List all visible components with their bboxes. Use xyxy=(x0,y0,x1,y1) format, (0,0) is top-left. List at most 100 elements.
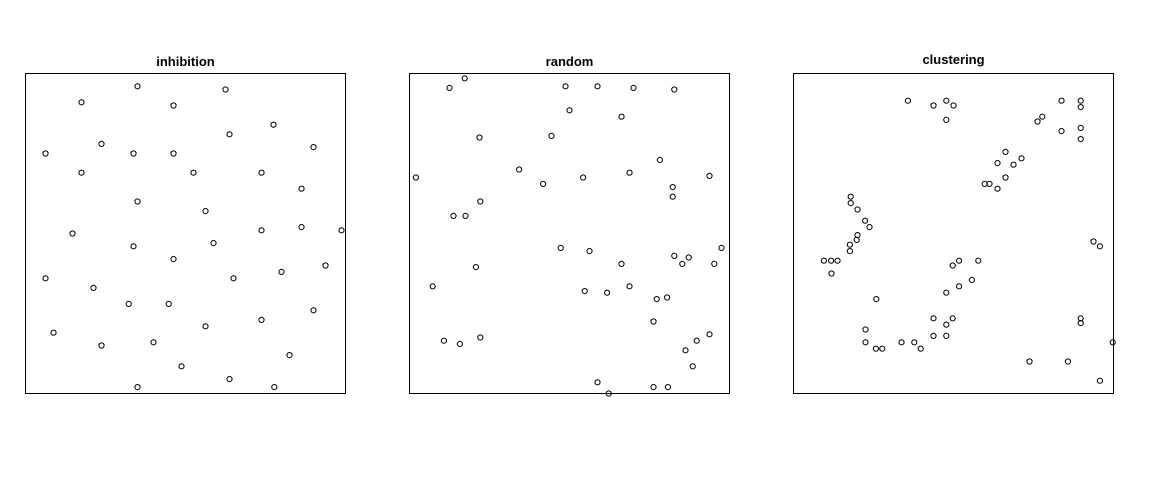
panel-inhibition: inhibition xyxy=(25,54,346,394)
data-point-inhibition-6 xyxy=(98,140,105,147)
data-point-clustering-27 xyxy=(853,236,860,243)
data-point-random-32 xyxy=(581,288,588,295)
data-point-clustering-6 xyxy=(1077,97,1084,104)
data-point-random-10 xyxy=(656,156,664,163)
data-point-inhibition-37 xyxy=(286,352,293,359)
data-point-inhibition-38 xyxy=(178,363,185,370)
data-point-random-2 xyxy=(562,83,569,90)
panel-random: random xyxy=(409,54,730,397)
data-point-random-25 xyxy=(618,260,625,267)
data-point-clustering-40 xyxy=(956,283,963,290)
data-point-clustering-36 xyxy=(956,257,963,264)
data-point-clustering-42 xyxy=(873,296,880,303)
data-point-clustering-17 xyxy=(1002,174,1009,181)
data-point-inhibition-15 xyxy=(134,198,141,205)
data-point-inhibition-24 xyxy=(322,262,329,269)
data-point-clustering-34 xyxy=(1090,238,1097,245)
data-point-random-17 xyxy=(669,184,676,191)
data-point-random-40 xyxy=(440,337,447,344)
plot-frame-clustering xyxy=(793,73,1114,394)
data-point-random-42 xyxy=(693,337,700,344)
points-inhibition xyxy=(42,83,345,391)
data-point-inhibition-23 xyxy=(170,256,177,263)
data-point-random-35 xyxy=(653,296,660,303)
data-point-clustering-41 xyxy=(943,289,950,296)
data-point-clustering-10 xyxy=(1077,124,1084,132)
data-point-clustering-32 xyxy=(828,257,835,264)
data-point-clustering-20 xyxy=(994,185,1001,192)
data-point-inhibition-11 xyxy=(258,169,265,176)
data-point-random-41 xyxy=(456,340,463,347)
data-point-clustering-35 xyxy=(1096,243,1104,250)
data-point-inhibition-8 xyxy=(42,150,49,157)
data-point-clustering-29 xyxy=(846,248,854,255)
data-point-inhibition-26 xyxy=(90,284,97,291)
data-point-inhibition-31 xyxy=(310,307,317,314)
data-point-random-21 xyxy=(462,212,469,219)
data-point-clustering-16 xyxy=(1010,161,1017,168)
data-point-inhibition-41 xyxy=(271,384,278,391)
data-point-clustering-54 xyxy=(917,345,924,352)
data-point-clustering-2 xyxy=(930,102,937,109)
panel-title-random: random xyxy=(546,54,594,69)
data-point-inhibition-36 xyxy=(98,342,105,349)
panel-title-inhibition: inhibition xyxy=(156,54,215,69)
data-point-clustering-56 xyxy=(1077,320,1084,327)
data-point-clustering-1 xyxy=(943,97,950,104)
data-point-inhibition-13 xyxy=(190,169,197,176)
data-point-clustering-59 xyxy=(1064,358,1072,365)
data-point-inhibition-10 xyxy=(170,150,177,157)
data-point-inhibition-3 xyxy=(170,102,177,109)
data-point-random-3 xyxy=(594,83,601,90)
data-point-clustering-0 xyxy=(904,97,912,104)
data-point-random-20 xyxy=(450,212,457,219)
data-point-random-5 xyxy=(671,86,678,93)
data-point-clustering-44 xyxy=(949,315,956,322)
data-point-random-37 xyxy=(650,318,657,325)
data-point-random-1 xyxy=(446,84,453,92)
data-point-clustering-49 xyxy=(862,339,869,346)
data-point-clustering-57 xyxy=(1109,339,1116,346)
data-point-clustering-60 xyxy=(1096,377,1104,384)
data-point-clustering-33 xyxy=(828,270,835,277)
data-point-clustering-11 xyxy=(1058,128,1065,135)
data-point-inhibition-1 xyxy=(222,86,229,93)
data-point-random-33 xyxy=(604,289,611,296)
data-point-clustering-23 xyxy=(854,206,861,213)
data-point-inhibition-17 xyxy=(298,224,305,231)
data-point-inhibition-40 xyxy=(134,384,141,391)
plot-frame-random xyxy=(409,73,730,394)
data-point-inhibition-34 xyxy=(50,329,57,336)
data-point-random-34 xyxy=(626,283,633,290)
data-point-random-38 xyxy=(706,331,713,338)
panel-clustering: clustering xyxy=(793,52,1116,394)
data-point-clustering-24 xyxy=(862,217,869,224)
data-point-inhibition-35 xyxy=(150,339,157,346)
data-point-random-23 xyxy=(586,248,593,255)
data-point-clustering-50 xyxy=(898,339,905,346)
data-point-random-44 xyxy=(689,363,696,370)
data-point-random-24 xyxy=(718,244,725,251)
data-point-random-11 xyxy=(516,166,523,173)
data-point-clustering-13 xyxy=(1002,148,1009,155)
data-point-random-29 xyxy=(711,260,718,267)
data-point-clustering-8 xyxy=(1039,113,1046,120)
data-point-inhibition-16 xyxy=(202,208,209,215)
data-point-inhibition-22 xyxy=(338,227,345,234)
data-point-inhibition-2 xyxy=(78,99,85,106)
data-point-random-48 xyxy=(664,384,672,391)
data-point-random-19 xyxy=(477,198,484,205)
data-point-inhibition-32 xyxy=(258,316,265,323)
data-point-clustering-25 xyxy=(866,224,873,231)
data-point-inhibition-14 xyxy=(298,185,305,192)
data-point-random-13 xyxy=(706,172,713,179)
data-point-inhibition-5 xyxy=(226,131,233,138)
data-point-clustering-45 xyxy=(943,321,950,328)
data-point-clustering-28 xyxy=(846,241,854,248)
data-point-inhibition-12 xyxy=(78,169,85,176)
data-point-inhibition-29 xyxy=(125,300,132,307)
data-point-inhibition-7 xyxy=(310,144,317,151)
data-point-clustering-46 xyxy=(862,326,869,333)
data-point-clustering-51 xyxy=(911,339,918,346)
